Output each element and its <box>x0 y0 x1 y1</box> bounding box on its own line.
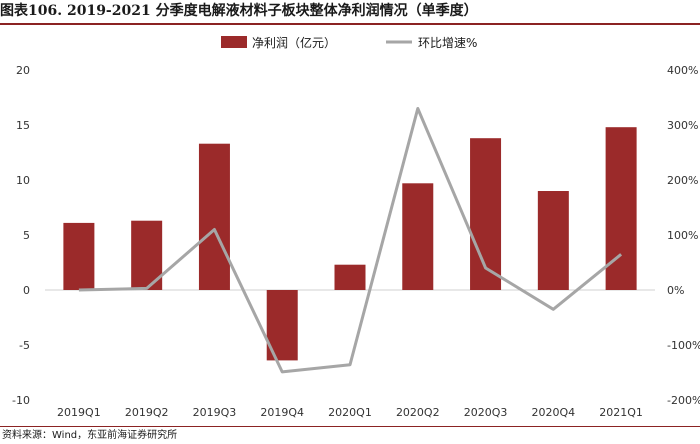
legend-swatch-bar <box>221 36 247 48</box>
bar <box>334 264 366 290</box>
left-tick-label: 15 <box>16 119 30 132</box>
chart-title: 图表106. 2019-2021 分季度电解液材料子板块整体净利润情况（单季度） <box>0 3 478 19</box>
right-tick-label: 300% <box>667 119 698 132</box>
left-tick-label: -5 <box>19 339 30 352</box>
left-tick-label: 5 <box>23 229 30 242</box>
legend-label-bar: 净利润（亿元） <box>252 35 336 50</box>
x-tick-label: 2020Q3 <box>464 406 508 419</box>
bar <box>605 127 637 290</box>
bar <box>537 191 569 290</box>
right-tick-label: 200% <box>667 174 698 187</box>
legend-label-line: 环比增速% <box>418 36 477 50</box>
legend: 净利润（亿元） 环比增速% <box>221 35 477 50</box>
left-tick-label: 0 <box>23 284 30 297</box>
x-axis: 2019Q1 2019Q2 2019Q3 2019Q4 2020Q1 2020Q2 2020… <box>57 406 643 419</box>
x-tick-label: 2019Q3 <box>193 406 237 419</box>
x-tick-label: 2021Q1 <box>599 406 643 419</box>
footer-divider <box>0 426 700 427</box>
right-tick-label: -100% <box>667 339 700 352</box>
line-series <box>78 107 623 374</box>
right-tick-label: 400% <box>667 64 698 77</box>
right-tick-label: 0% <box>667 284 684 297</box>
bar-series <box>63 127 637 361</box>
left-tick-label: 10 <box>16 174 30 187</box>
bar <box>63 222 95 290</box>
x-tick-label: 2019Q1 <box>57 406 101 419</box>
title-divider <box>0 23 700 25</box>
x-tick-label: 2020Q1 <box>328 406 372 419</box>
left-tick-label: -10 <box>12 394 30 407</box>
x-tick-label: 2020Q4 <box>532 406 576 419</box>
x-tick-label: 2019Q2 <box>125 406 169 419</box>
bar <box>402 183 434 290</box>
bar <box>198 143 230 290</box>
right-tick-label: -200% <box>667 394 700 407</box>
right-tick-label: 100% <box>667 229 698 242</box>
x-tick-label: 2020Q2 <box>396 406 440 419</box>
source-note: 资料来源：Wind，东亚前海证券研究所 <box>2 430 178 441</box>
x-tick-label: 2019Q4 <box>260 406 304 419</box>
left-axis: 20 15 10 5 0 -5 -10 <box>12 64 30 407</box>
right-axis: 400% 300% 200% 100% 0% -100% -200% <box>667 64 700 407</box>
left-tick-label: 20 <box>16 64 30 77</box>
